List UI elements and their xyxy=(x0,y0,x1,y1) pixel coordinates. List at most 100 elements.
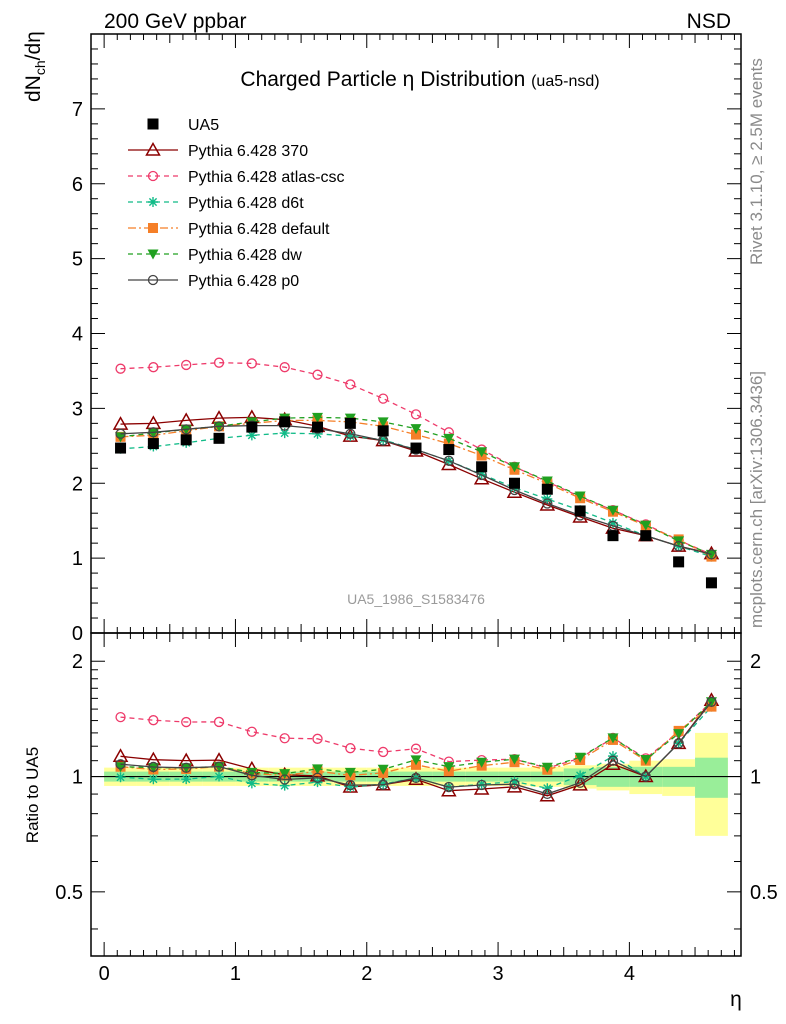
svg-text:dNch/dη: dNch/dη xyxy=(22,31,48,102)
data-point xyxy=(115,442,127,454)
legend-label: Pythia 6.428 p0 xyxy=(188,273,299,290)
ratio-point xyxy=(410,755,422,766)
legend-entry: Pythia 6.428 d6t xyxy=(128,195,304,212)
y-tick-label: 3 xyxy=(72,398,83,420)
legend-marker xyxy=(147,118,159,130)
data-point xyxy=(705,577,717,589)
ratio-point xyxy=(312,772,323,783)
ratio-point xyxy=(575,770,586,781)
ratio-y-tick-label-right: 2 xyxy=(750,651,761,673)
side-label-rivet: Rivet 3.1.10, ≥ 2.5M events xyxy=(747,58,766,265)
ratio-point xyxy=(476,757,488,768)
ratio-point xyxy=(673,738,684,749)
series-point xyxy=(508,462,520,473)
series-point xyxy=(705,549,717,560)
ratio-frame xyxy=(90,632,742,957)
series-point xyxy=(443,433,455,444)
ratio-point xyxy=(279,769,291,780)
ratio-point xyxy=(542,783,553,794)
data-point xyxy=(213,432,225,444)
title-rest: Distribution xyxy=(420,68,525,91)
series-point xyxy=(411,429,421,440)
legend: UA5 Pythia 6.428 370 Pythia 6.428 atlas-cs… xyxy=(128,117,345,290)
ratio-point xyxy=(509,776,520,787)
series-point xyxy=(378,434,389,445)
series-point xyxy=(181,359,192,371)
data-point xyxy=(673,556,685,568)
legend-marker xyxy=(148,197,158,207)
data-point xyxy=(147,438,159,450)
main-plot: 0 1 2 3 4 5 6 7 xyxy=(72,33,742,956)
series-point xyxy=(345,431,356,442)
ratio-point xyxy=(509,779,520,790)
legend-entry: Pythia 6.428 default xyxy=(128,221,330,238)
legend-label: Pythia 6.428 atlas-csc xyxy=(188,169,345,186)
ratio-point xyxy=(542,788,553,800)
ratio-point xyxy=(377,764,389,775)
series-point xyxy=(115,363,126,374)
ratio-point xyxy=(148,715,159,726)
series-point xyxy=(443,455,454,466)
ratio-point xyxy=(345,743,356,754)
svg-text:Charged Particle η: Charged Particle η Distribution (ua5-nsd… xyxy=(240,68,599,91)
ratio-point xyxy=(213,761,225,772)
series-point xyxy=(410,409,422,420)
legend-label: Pythia 6.428 370 xyxy=(188,143,308,160)
series-point xyxy=(213,357,225,368)
ratio-point xyxy=(541,762,553,773)
ratio-point xyxy=(673,729,685,740)
x-tick-label: 4 xyxy=(624,963,635,985)
legend-marker xyxy=(147,170,159,182)
chart-title: Charged Particle η Distribution (ua5-nsd… xyxy=(240,68,599,91)
y-tick-label: 5 xyxy=(72,249,83,271)
ratio-point xyxy=(706,696,717,707)
y-tick-label: 4 xyxy=(72,324,83,346)
ratio-point xyxy=(279,774,290,785)
data-point xyxy=(640,530,652,542)
ratio-point xyxy=(476,779,487,791)
series-point xyxy=(476,447,488,458)
legend-label: Pythia 6.428 dw xyxy=(188,247,302,264)
ratio-point xyxy=(443,781,454,793)
ratio-point xyxy=(344,767,356,778)
series-point xyxy=(607,517,618,528)
ratio-band-inner xyxy=(695,757,728,798)
legend-label: Pythia 6.428 d6t xyxy=(188,195,304,212)
ratio-point xyxy=(246,778,257,789)
y-tick-label: 6 xyxy=(72,174,83,196)
series-main-5 xyxy=(115,420,717,560)
legend-entry: Pythia 6.428 370 xyxy=(128,141,308,160)
ratio-point xyxy=(115,711,126,723)
title-main: Charged Particle xyxy=(240,68,396,91)
legend-marker xyxy=(147,249,159,260)
series-point xyxy=(640,520,652,531)
series-point xyxy=(378,393,389,404)
series-point xyxy=(312,428,323,439)
series-point xyxy=(213,421,225,432)
legend-marker xyxy=(145,141,161,156)
series-point xyxy=(312,412,324,423)
ratio-point xyxy=(506,778,523,793)
title-eta: η xyxy=(403,68,415,91)
legend-label: Pythia 6.428 default xyxy=(188,221,330,238)
data-point xyxy=(279,416,291,428)
ratio-point xyxy=(345,779,356,791)
series-point xyxy=(377,417,389,428)
ratio-point xyxy=(148,761,159,773)
ratio-point xyxy=(115,772,126,783)
series-main-1 xyxy=(115,357,717,560)
ratio-point xyxy=(279,780,290,791)
ratio-point xyxy=(443,762,455,773)
series-point xyxy=(541,476,553,487)
ratio-y-tick-label: 1 xyxy=(72,767,83,789)
data-point xyxy=(410,442,422,454)
ratio-point xyxy=(410,743,422,754)
ratio-point xyxy=(607,733,619,744)
x-tick-label: 2 xyxy=(361,963,372,985)
x-axis-label: η xyxy=(730,988,742,1011)
ratio-point xyxy=(312,733,323,744)
x-tick-label: 0 xyxy=(99,963,110,985)
legend-label: UA5 xyxy=(188,117,219,134)
y-tick-label: 7 xyxy=(72,99,83,121)
